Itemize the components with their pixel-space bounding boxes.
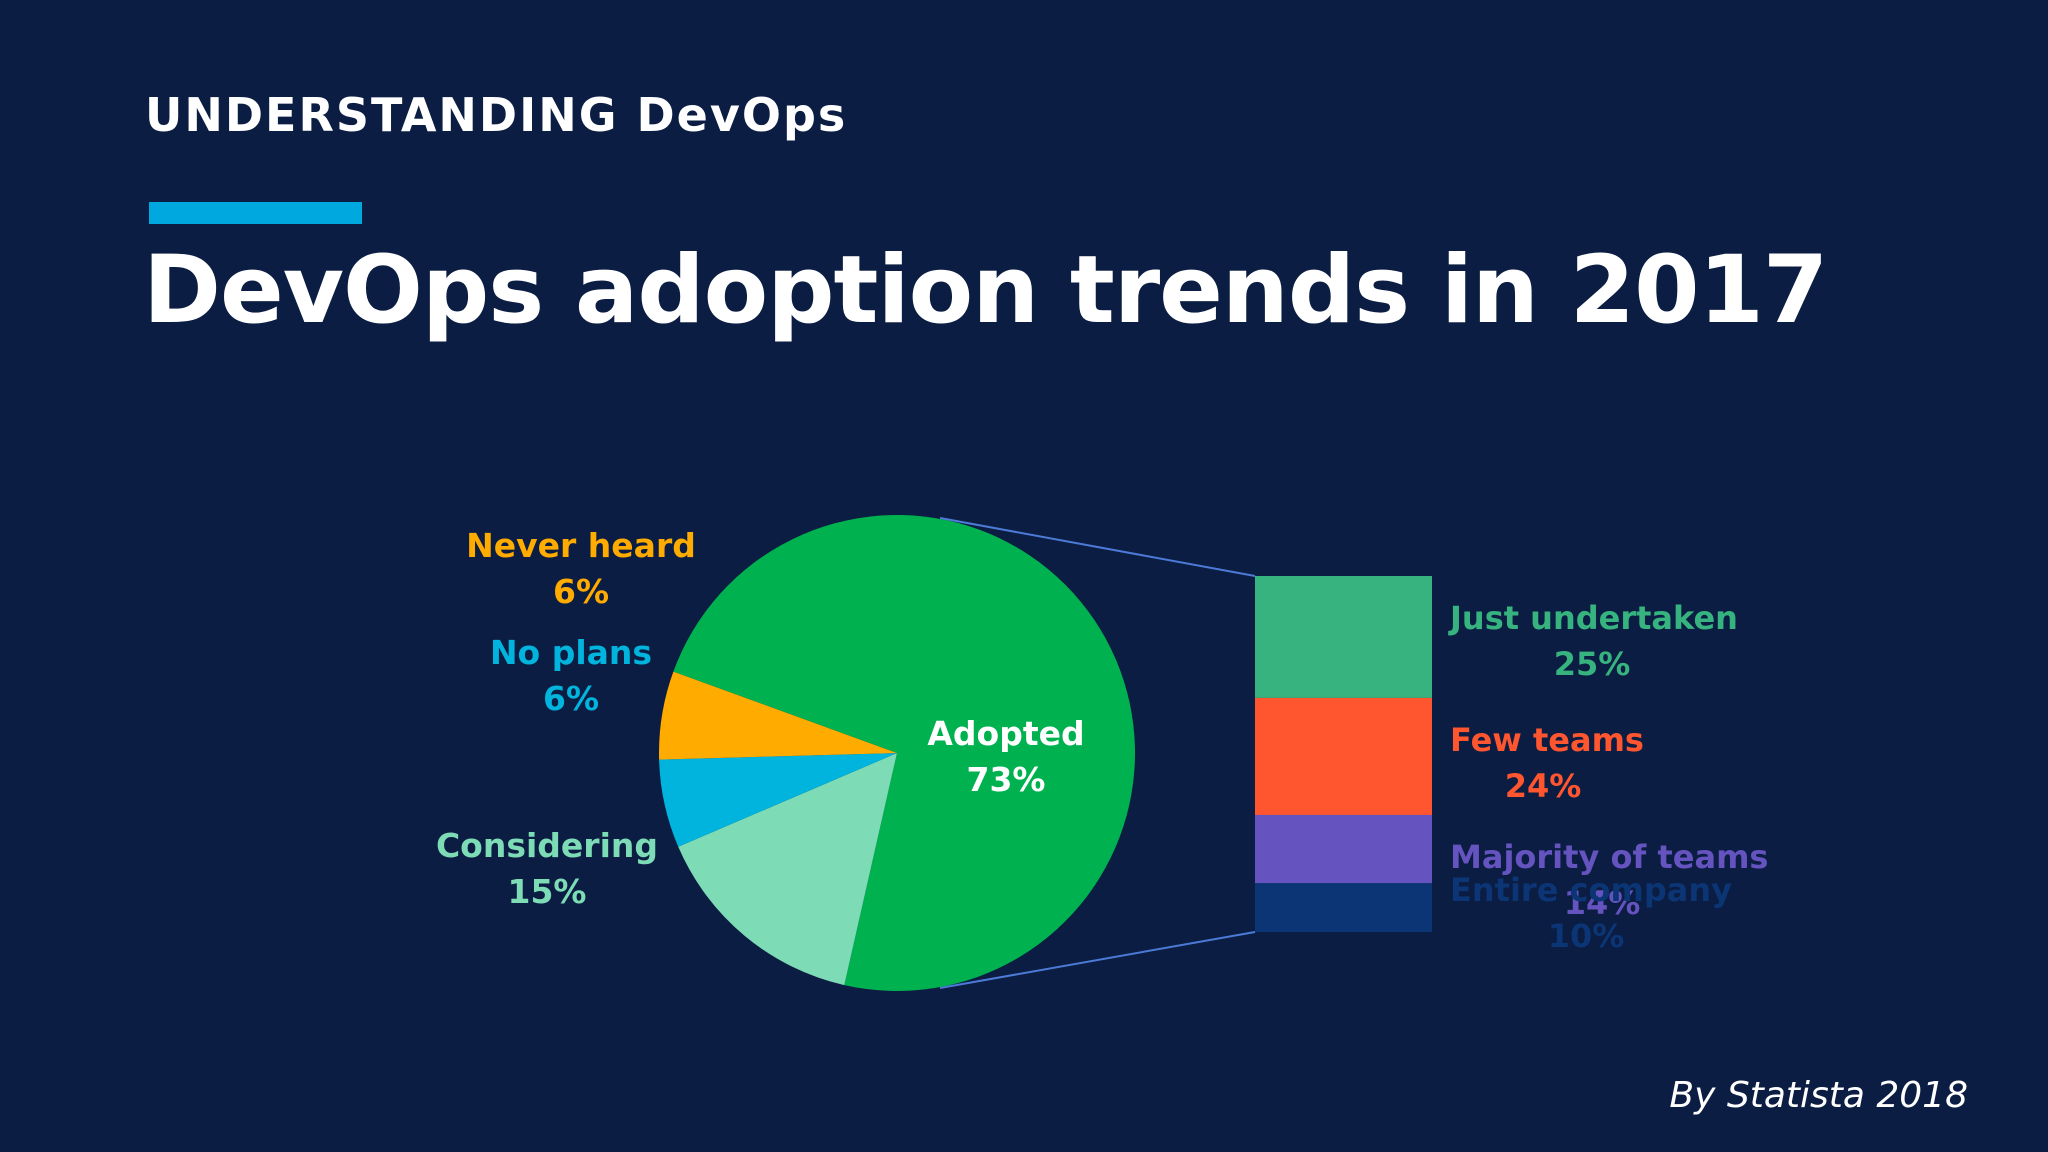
connector-lines [939,517,1256,989]
pie-label-never-heard: Never heard [466,526,696,565]
pie-label-no-plans: No plans [490,633,652,672]
bar-value-entire-company: 10% [1548,917,1625,955]
bar-value-few-teams: 24% [1505,767,1582,805]
bar-segment-just-undertaken [1255,576,1432,698]
breakdown-bar [1255,576,1432,932]
pie-value-never-heard: 6% [553,572,609,611]
bar-label-just-undertaken: Just undertaken [1448,599,1738,637]
pie-slice-no-plans [659,753,897,847]
pie-slice-never-heard [658,671,897,760]
pie-slice-adopted [673,515,1135,991]
pie-label-considering: Considering [436,826,658,865]
bar-value-just-undertaken: 25% [1554,645,1631,683]
bar-segment-few-teams [1255,697,1432,815]
pie-slice-considering [678,753,897,986]
pie-value-considering: 15% [508,872,587,911]
pie-value-adopted: 73% [967,760,1046,799]
pie-labels: Adopted 73% Considering 15% No plans 6% Never … [436,526,1085,911]
connector-bottom [939,931,1256,989]
page-title: DevOps adoption trends in 2017 [143,236,1828,345]
pie-value-no-plans: 6% [543,679,599,718]
pie-label-adopted: Adopted [927,714,1084,753]
accent-bar [149,202,362,224]
source-credit: By Statista 2018 [1669,1075,1968,1116]
bar-label-entire-company: Entire company [1450,871,1732,909]
breakdown-labels: Just undertaken 25% Few teams 24% Majority o… [1448,599,1768,955]
bar-value-majority-of-teams: 14% [1564,884,1641,922]
eyebrow-heading: UNDERSTANDING DevOps [145,88,848,142]
pie [658,515,1135,991]
bar-label-majority-of-teams: Majority of teams [1450,838,1768,876]
connector-top [939,517,1256,577]
bar-segment-majority-of-teams [1255,814,1432,884]
bar-label-few-teams: Few teams [1450,721,1644,759]
bar-segment-entire-company [1255,883,1432,932]
